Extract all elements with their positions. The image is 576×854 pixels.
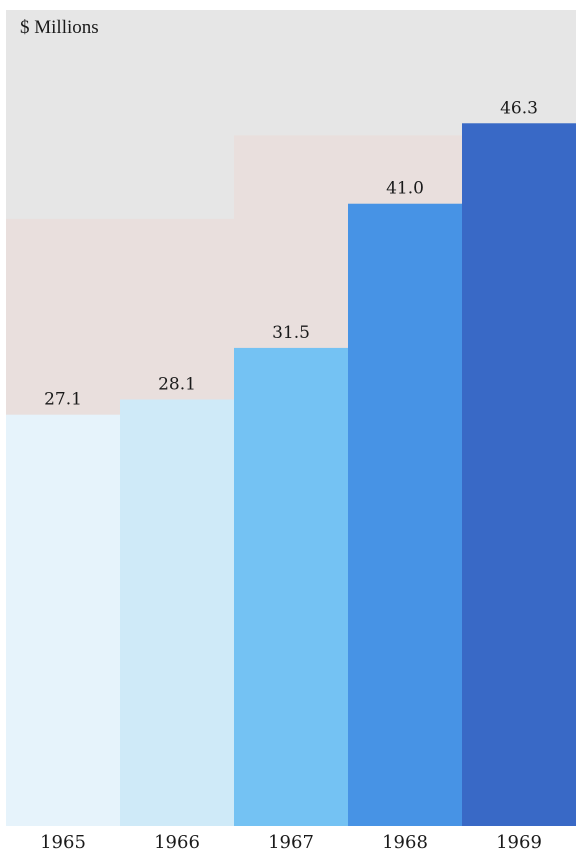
- x-axis-tick-labels: 1965 1966 1967 1968 1969: [40, 832, 542, 853]
- background-band-upper: [6, 10, 576, 219]
- value-label-1967: 31.5: [272, 323, 310, 343]
- x-tick-1969: 1969: [496, 832, 542, 853]
- bar-1966: [120, 399, 234, 826]
- value-label-1968: 41.0: [386, 179, 424, 199]
- value-label-1966: 28.1: [158, 375, 196, 395]
- y-axis-unit-label: $ Millions: [20, 17, 99, 38]
- x-tick-1967: 1967: [268, 832, 314, 853]
- value-label-1965: 27.1: [44, 390, 82, 410]
- bar-1968: [348, 203, 462, 827]
- x-tick-1968: 1968: [382, 832, 428, 853]
- x-tick-1966: 1966: [154, 832, 200, 853]
- value-label-1969: 46.3: [500, 98, 538, 118]
- bar-1965: [6, 414, 120, 826]
- x-tick-1965: 1965: [40, 832, 86, 853]
- bars-group: [6, 123, 576, 827]
- value-labels-group: 27.1 28.1 31.5 41.0 46.3: [44, 98, 538, 409]
- bar-1967: [234, 347, 348, 826]
- bar-1969: [462, 123, 576, 827]
